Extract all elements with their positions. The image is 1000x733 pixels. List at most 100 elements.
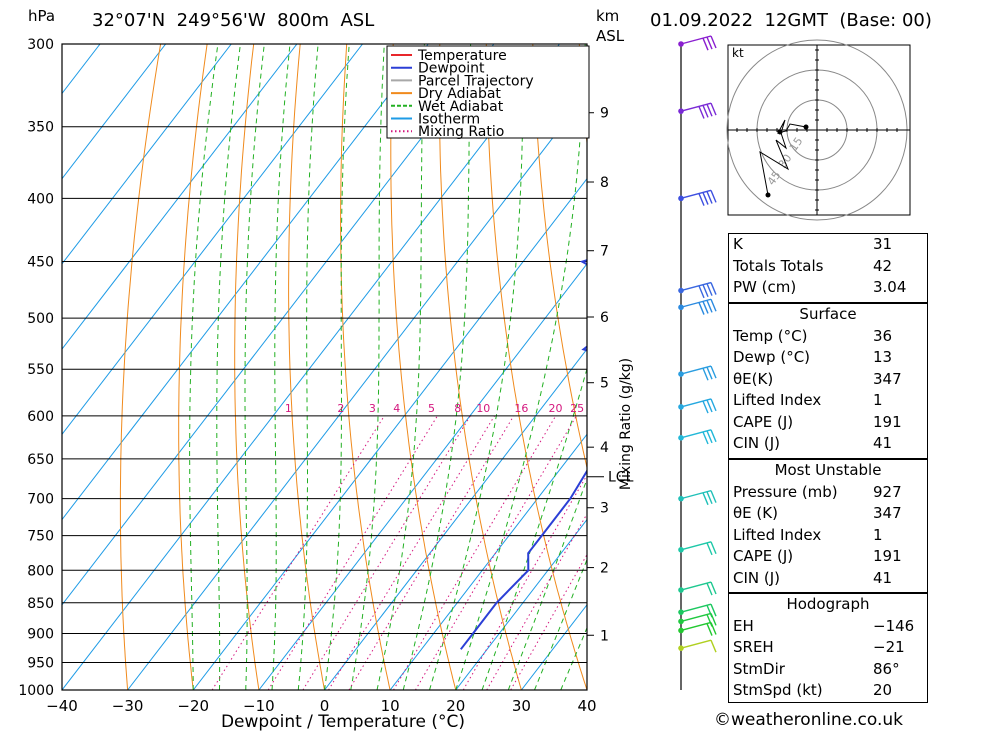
surface-title: Surface	[799, 305, 857, 323]
wind-barb-flag	[706, 623, 713, 636]
wind-barb	[678, 102, 717, 119]
wind-barb-flag	[710, 639, 717, 653]
indices-panel: K 31 Totals Totals 42 PW (cm) 3.04	[728, 233, 928, 303]
mixing-ratio-label: 2	[337, 402, 344, 415]
wind-barb-flag	[706, 582, 713, 596]
legend-box	[386, 45, 590, 139]
isotherm-line	[62, 44, 429, 521]
wind-barb-flag	[710, 190, 717, 203]
height-tick-label: 2	[600, 561, 609, 577]
mixing-ratio-label: 20	[549, 402, 563, 415]
wind-barb-staff	[680, 429, 712, 439]
wet-adiabat-line	[350, 44, 385, 690]
wet-adiabat-line	[402, 44, 472, 690]
surface-row: CIN (J) 41	[733, 434, 893, 452]
isotherm-line	[62, 44, 232, 265]
pressure-tick-label: 700	[27, 492, 54, 508]
pressure-tick-label: 800	[27, 563, 54, 579]
plot-frame	[61, 43, 588, 691]
legend-item-label: Parcel Trajectory	[418, 73, 534, 89]
dry-adiabat-line	[390, 44, 457, 690]
wet-adiabat-line	[429, 44, 525, 690]
pressure-tick-label: 900	[27, 626, 54, 642]
wind-barb-flag	[706, 191, 713, 204]
lcl-label: LCL	[608, 470, 634, 486]
mixing-ratio-line	[393, 415, 557, 690]
mixing-ratio-label: 10	[476, 402, 490, 415]
legend-item-label: Wet Adiabat	[418, 99, 504, 115]
temperature-tick-label: −30	[112, 697, 144, 715]
temperature-tick-label: −40	[46, 697, 78, 715]
hodograph-point	[765, 192, 771, 198]
pressure-unit: hPa	[28, 7, 55, 25]
legend-item-label: Dry Adiabat	[418, 86, 501, 102]
wind-barb	[678, 621, 717, 636]
pressure-tick-label: 500	[27, 311, 54, 327]
wind-barb	[678, 281, 717, 299]
dry-adiabat-line	[340, 44, 391, 690]
wind-barb-flag	[702, 431, 709, 445]
wind-barb-flag	[698, 193, 705, 206]
dewpoint-line	[460, 259, 587, 650]
mu-row: CAPE (J) 191	[733, 547, 902, 565]
wind-barb	[678, 541, 717, 556]
isotherm-line	[127, 92, 587, 690]
wind-barb-flag	[710, 398, 717, 412]
height-tick-label: 8	[600, 175, 609, 191]
wind-barb-staff	[680, 102, 712, 112]
pressure-tick-label: 750	[27, 529, 54, 545]
wind-barb-staff	[680, 489, 712, 500]
wind-barb-flag	[702, 37, 709, 51]
pressure-tick-label: 850	[27, 596, 54, 612]
index-row: K 31	[733, 235, 893, 253]
height-tick-label: 7	[600, 244, 609, 260]
surface-row: Temp (°C) 36	[733, 326, 893, 345]
wind-barb-staff	[680, 35, 712, 45]
footer-copyright[interactable]: ©weatheronline.co.uk	[714, 710, 904, 730]
wind-barb-flag	[706, 103, 713, 117]
height-tick-label: 9	[600, 106, 609, 122]
mixing-ratio-label: 1	[285, 402, 292, 415]
wind-barb-flag	[706, 430, 713, 444]
wind-barb-flag	[710, 35, 717, 49]
index-row: Totals Totals 42	[733, 256, 893, 275]
pressure-tick-label: 600	[27, 409, 54, 425]
isotherm-line	[62, 44, 495, 606]
wind-barb-flag	[710, 282, 717, 295]
wind-barb-staff	[680, 398, 712, 408]
height-tick-label: 1	[600, 628, 609, 644]
wind-barb-flag	[702, 400, 709, 414]
dry-adiabat-line	[119, 44, 162, 690]
hodo-row: SREH −21	[733, 638, 905, 656]
mixing-ratio-line	[302, 415, 471, 690]
most-unstable-title: Most Unstable	[774, 461, 882, 479]
isotherm-line	[258, 263, 587, 690]
wind-barb	[678, 581, 717, 596]
surface-row: Dewp (°C) 13	[733, 348, 893, 366]
wind-barb	[678, 639, 717, 653]
mixing-ratio-line	[211, 415, 385, 690]
mu-row: CIN (J) 41	[733, 568, 893, 587]
wind-barb-flag	[706, 300, 713, 313]
mixing-ratio-label: 25	[570, 402, 584, 415]
wind-barb-flag	[698, 106, 705, 119]
wind-barb-staff	[680, 189, 712, 200]
wind-barb-flag	[710, 622, 717, 635]
mixing-ratio-label: 4	[393, 402, 400, 415]
isotherm-line	[455, 518, 587, 690]
isotherm-line	[389, 433, 587, 690]
pressure-tick-label: 550	[27, 362, 54, 378]
wet-adiabat-line	[297, 44, 319, 690]
hodograph-point	[803, 124, 809, 130]
hodograph-point	[777, 129, 783, 135]
wet-adiabat-line	[324, 44, 350, 690]
temperature-tick-label: 10	[381, 697, 400, 715]
wind-barb-flag	[706, 399, 713, 413]
mixing-ratio-line	[414, 415, 577, 690]
wind-barb-flag	[702, 105, 709, 118]
isotherm-line	[192, 177, 587, 690]
mu-row: Pressure (mb) 927	[733, 482, 902, 501]
hodo-row: StmDir 86°	[733, 659, 900, 678]
wind-barb-dot	[678, 287, 684, 294]
